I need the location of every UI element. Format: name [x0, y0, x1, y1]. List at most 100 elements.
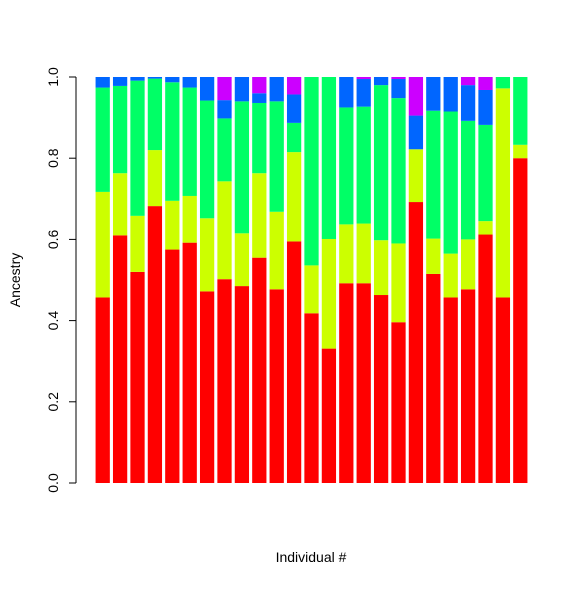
bar-segment-individual-2-component-1 — [112, 235, 128, 483]
bar-segment-individual-7-component-2 — [199, 218, 215, 292]
bar-segment-individual-24-component-2 — [495, 88, 511, 298]
bar-segment-individual-12-component-3 — [286, 122, 302, 153]
bar-segment-individual-2-component-4 — [112, 77, 128, 86]
bar-segment-individual-21-component-1 — [443, 297, 458, 483]
bar-segment-individual-20-component-4 — [426, 77, 441, 111]
bar-segment-individual-20-component-1 — [426, 273, 441, 483]
bar-segment-individual-17-component-2 — [373, 240, 389, 296]
bar-segment-individual-6-component-3 — [182, 87, 197, 196]
bar-segment-individual-13-component-2 — [304, 265, 319, 314]
bar-segment-individual-6-component-2 — [182, 195, 197, 243]
bar-segment-individual-9-component-3 — [234, 101, 250, 234]
bar-segment-individual-21-component-3 — [443, 111, 458, 254]
bar-segment-individual-1-component-1 — [95, 297, 110, 483]
bar-segment-individual-5-component-3 — [165, 82, 180, 201]
bar-segment-individual-19-component-2 — [408, 149, 424, 203]
bar-segment-individual-4-component-2 — [147, 150, 163, 207]
bar-segment-individual-12-component-4 — [286, 94, 302, 123]
bar-segment-individual-20-component-3 — [426, 110, 441, 239]
bar-segment-individual-3-component-4 — [130, 77, 145, 81]
bar-segment-individual-8-component-4 — [217, 100, 232, 119]
x-axis-title: Individual # — [276, 549, 347, 565]
bar-segment-individual-12-component-2 — [286, 152, 302, 242]
bar-segment-individual-25-component-1 — [513, 158, 528, 483]
bar-segment-individual-25-component-2 — [513, 144, 528, 159]
bar-segment-individual-8-component-3 — [217, 118, 232, 182]
bar-segment-individual-9-component-2 — [234, 233, 250, 287]
bar-segment-individual-11-component-3 — [269, 101, 284, 212]
bar-segment-individual-10-component-5 — [252, 77, 267, 94]
bar-segment-individual-13-component-3 — [304, 77, 319, 266]
bar-segment-individual-21-component-2 — [443, 253, 458, 298]
bar-segment-individual-15-component-2 — [339, 224, 354, 284]
bar-segment-individual-6-component-1 — [182, 242, 197, 483]
bar-segment-individual-9-component-4 — [234, 77, 250, 102]
y-tick-label: 1.0 — [45, 67, 61, 87]
bar-segment-individual-23-component-3 — [478, 124, 493, 222]
bar-segment-individual-16-component-3 — [356, 106, 371, 224]
bar-segment-individual-5-component-4 — [165, 77, 180, 83]
bar-segment-individual-7-component-1 — [199, 291, 215, 483]
bar-segment-individual-22-component-5 — [460, 77, 476, 86]
bar-segment-individual-18-component-1 — [391, 322, 406, 483]
bar-segment-individual-21-component-4 — [443, 77, 458, 112]
bar-segment-individual-8-component-2 — [217, 181, 232, 280]
bar-segment-individual-15-component-3 — [339, 107, 354, 225]
bar-segment-individual-1-component-3 — [95, 87, 110, 192]
bar-segment-individual-24-component-1 — [495, 297, 511, 483]
bar-segment-individual-22-component-1 — [460, 289, 476, 483]
bar-segment-individual-4-component-4 — [147, 77, 163, 79]
bar-segment-individual-4-component-1 — [147, 206, 163, 484]
bar-segment-individual-14-component-1 — [321, 348, 337, 483]
bar-segment-individual-23-component-2 — [478, 221, 493, 235]
bar-segment-individual-2-component-2 — [112, 173, 128, 236]
bar-segment-individual-18-component-3 — [391, 98, 406, 244]
bar-segment-individual-25-component-3 — [513, 77, 528, 145]
bar-segment-individual-19-component-5 — [408, 77, 424, 116]
bar-segment-individual-11-component-1 — [269, 289, 284, 483]
bar-segment-individual-5-component-2 — [165, 200, 180, 250]
bar-segment-individual-4-component-3 — [147, 78, 163, 151]
bar-segment-individual-18-component-4 — [391, 79, 406, 99]
bar-segment-individual-3-component-2 — [130, 215, 145, 272]
bar-segment-individual-17-component-1 — [373, 295, 389, 483]
bar-segment-individual-18-component-5 — [391, 77, 406, 80]
bar-segment-individual-24-component-3 — [495, 77, 511, 89]
bar-segment-individual-7-component-3 — [199, 100, 215, 219]
bar-segment-individual-12-component-1 — [286, 241, 302, 483]
bar-segment-individual-2-component-3 — [112, 85, 128, 174]
bar-segment-individual-22-component-4 — [460, 85, 476, 121]
bar-segment-individual-1-component-2 — [95, 191, 110, 298]
y-tick-label: 0.6 — [45, 229, 61, 249]
bar-segment-individual-23-component-5 — [478, 77, 493, 90]
bar-segment-individual-20-component-2 — [426, 238, 441, 274]
bar-segment-individual-13-component-1 — [304, 313, 319, 483]
bar-segment-individual-16-component-5 — [356, 77, 371, 80]
bar-segment-individual-23-component-4 — [478, 89, 493, 125]
bar-segment-individual-3-component-1 — [130, 271, 145, 483]
bar-segment-individual-14-component-3 — [321, 77, 337, 239]
bar-segment-individual-10-component-2 — [252, 173, 267, 258]
bar-segment-individual-14-component-2 — [321, 238, 337, 349]
bar-segment-individual-11-component-2 — [269, 211, 284, 290]
bar-segment-individual-3-component-3 — [130, 80, 145, 216]
bar-segment-individual-7-component-4 — [199, 77, 215, 101]
y-tick-label: 0.4 — [45, 311, 61, 331]
y-axis: 0.0 0.2 0.4 0.6 0.8 1.0 — [45, 67, 77, 493]
bar-segment-individual-16-component-2 — [356, 223, 371, 284]
bar-segment-individual-16-component-1 — [356, 283, 371, 483]
bar-segment-individual-22-component-3 — [460, 120, 476, 240]
bar-segment-individual-15-component-4 — [339, 77, 354, 108]
bar-segment-individual-23-component-1 — [478, 234, 493, 483]
bar-segment-individual-11-component-4 — [269, 77, 284, 102]
bar-segment-individual-9-component-1 — [234, 286, 250, 483]
bar-segment-individual-5-component-1 — [165, 249, 180, 483]
bars-layer — [95, 77, 528, 484]
bar-segment-individual-15-component-1 — [339, 283, 354, 483]
bar-segment-individual-22-component-2 — [460, 239, 476, 290]
y-axis-title: Ancestry — [7, 253, 23, 307]
bar-segment-individual-10-component-3 — [252, 102, 267, 174]
bar-segment-individual-17-component-3 — [373, 85, 389, 241]
